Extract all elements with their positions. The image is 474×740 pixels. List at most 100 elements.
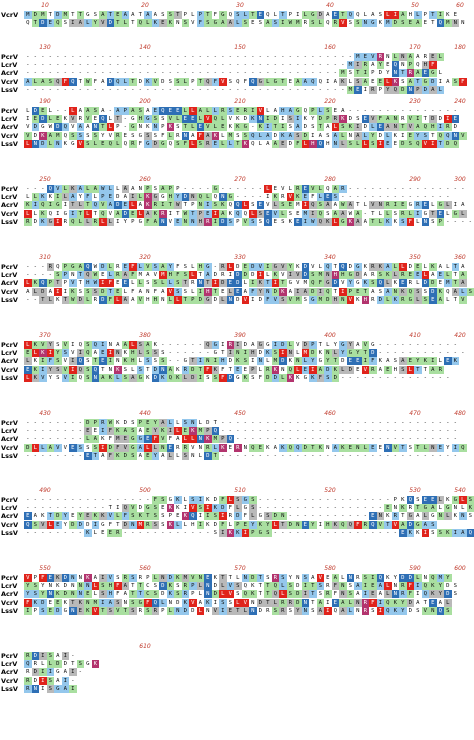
residue: E (414, 271, 422, 280)
residue: - (303, 428, 307, 435)
residue: F (153, 288, 157, 295)
residue: - (93, 497, 97, 503)
residue: N (296, 575, 300, 581)
residue: F (121, 512, 129, 521)
residue: D (241, 271, 249, 280)
residue: - (41, 264, 45, 270)
residue: - (288, 86, 292, 93)
residue: - (101, 70, 105, 77)
residue: V (159, 435, 167, 444)
sequence-row: PcrV V P F E K D N N K A I V S R S R P L N D K M V N E K T T L N D T S R S Y… (0, 574, 474, 582)
residue: W (348, 210, 352, 217)
residue: V (341, 280, 345, 287)
residue: S (213, 529, 217, 536)
residue: I (264, 263, 272, 271)
residue: K (84, 606, 92, 615)
residue: E (84, 512, 92, 521)
residue: D (191, 607, 195, 614)
residue: A (356, 591, 360, 598)
residue: S (144, 349, 152, 358)
residue: - (63, 436, 67, 443)
residue: R (264, 365, 272, 374)
sequence-label (1, 19, 23, 27)
residue: D (236, 264, 240, 270)
residue: - (228, 452, 232, 459)
residue: S (161, 513, 165, 520)
residue: V (63, 358, 67, 365)
residue: L (341, 575, 345, 581)
residue: D (161, 591, 165, 598)
residue: T (76, 11, 84, 19)
residue: A (121, 295, 129, 304)
residue: - (63, 428, 67, 435)
residue: - (318, 452, 322, 459)
residue: G (204, 263, 212, 271)
residue: K (114, 365, 122, 374)
residue: L (459, 496, 467, 504)
residue: - (108, 62, 112, 69)
residue: D (309, 287, 317, 296)
residue: V (24, 131, 32, 140)
residue: - (393, 194, 397, 201)
residue: - (333, 62, 337, 69)
residue: - (33, 86, 37, 93)
residue: G (54, 684, 62, 693)
residue: - (281, 428, 285, 435)
residue: L (174, 520, 182, 529)
residue: L (26, 108, 30, 114)
residue: E (144, 435, 152, 444)
residue: D (294, 598, 302, 607)
residue: - (296, 70, 300, 77)
residue: D (378, 132, 382, 139)
residue: I (63, 202, 67, 209)
residue: - (48, 505, 52, 512)
residue: - (348, 108, 352, 114)
sequence-label: LcrV (1, 582, 18, 591)
residue: D (331, 373, 339, 382)
residue: S (106, 606, 114, 615)
residue: V (153, 272, 157, 279)
sequence-row: AcrV Y S Y N K D N N E L S H F A T T C S D K S R P L N D L V S Q K T T Q L S… (0, 590, 474, 599)
residue: A (121, 582, 129, 591)
residue: N (206, 607, 210, 614)
residue: - (26, 529, 30, 536)
residue: A (271, 139, 279, 148)
residue: T (309, 590, 317, 599)
residue: K (159, 427, 167, 436)
residue: - (393, 342, 397, 348)
residue: - (408, 108, 412, 114)
residue: Q (48, 210, 52, 217)
residue: - (431, 428, 435, 435)
position-label: 20 (141, 2, 149, 9)
residue: F (243, 78, 247, 85)
residue: - (281, 62, 285, 69)
residue: - (348, 513, 352, 520)
residue: - (33, 420, 37, 426)
residue: S (234, 582, 242, 591)
residue: P (406, 61, 414, 70)
residue: E (399, 528, 407, 537)
residue: S (161, 12, 165, 18)
residue: - (191, 350, 195, 357)
residue: K (39, 349, 47, 358)
residue: I (204, 201, 212, 210)
residue: T (136, 582, 144, 591)
residue: T (71, 12, 75, 18)
residue: A (39, 77, 47, 86)
residue: N (84, 598, 92, 607)
residue: - (236, 70, 240, 77)
residue: - (296, 497, 300, 503)
residue: N (264, 287, 272, 296)
residue: L (331, 123, 339, 132)
residue: S (258, 218, 262, 225)
residue: R (339, 185, 347, 193)
residue: P (91, 419, 99, 427)
position-label: 480 (454, 410, 466, 417)
residue: E (369, 590, 377, 599)
residue: S (161, 350, 165, 357)
residue: Y (339, 349, 347, 358)
residue: T (76, 271, 84, 280)
residue: I (339, 287, 347, 296)
sequence-label: LcrV (1, 271, 18, 280)
